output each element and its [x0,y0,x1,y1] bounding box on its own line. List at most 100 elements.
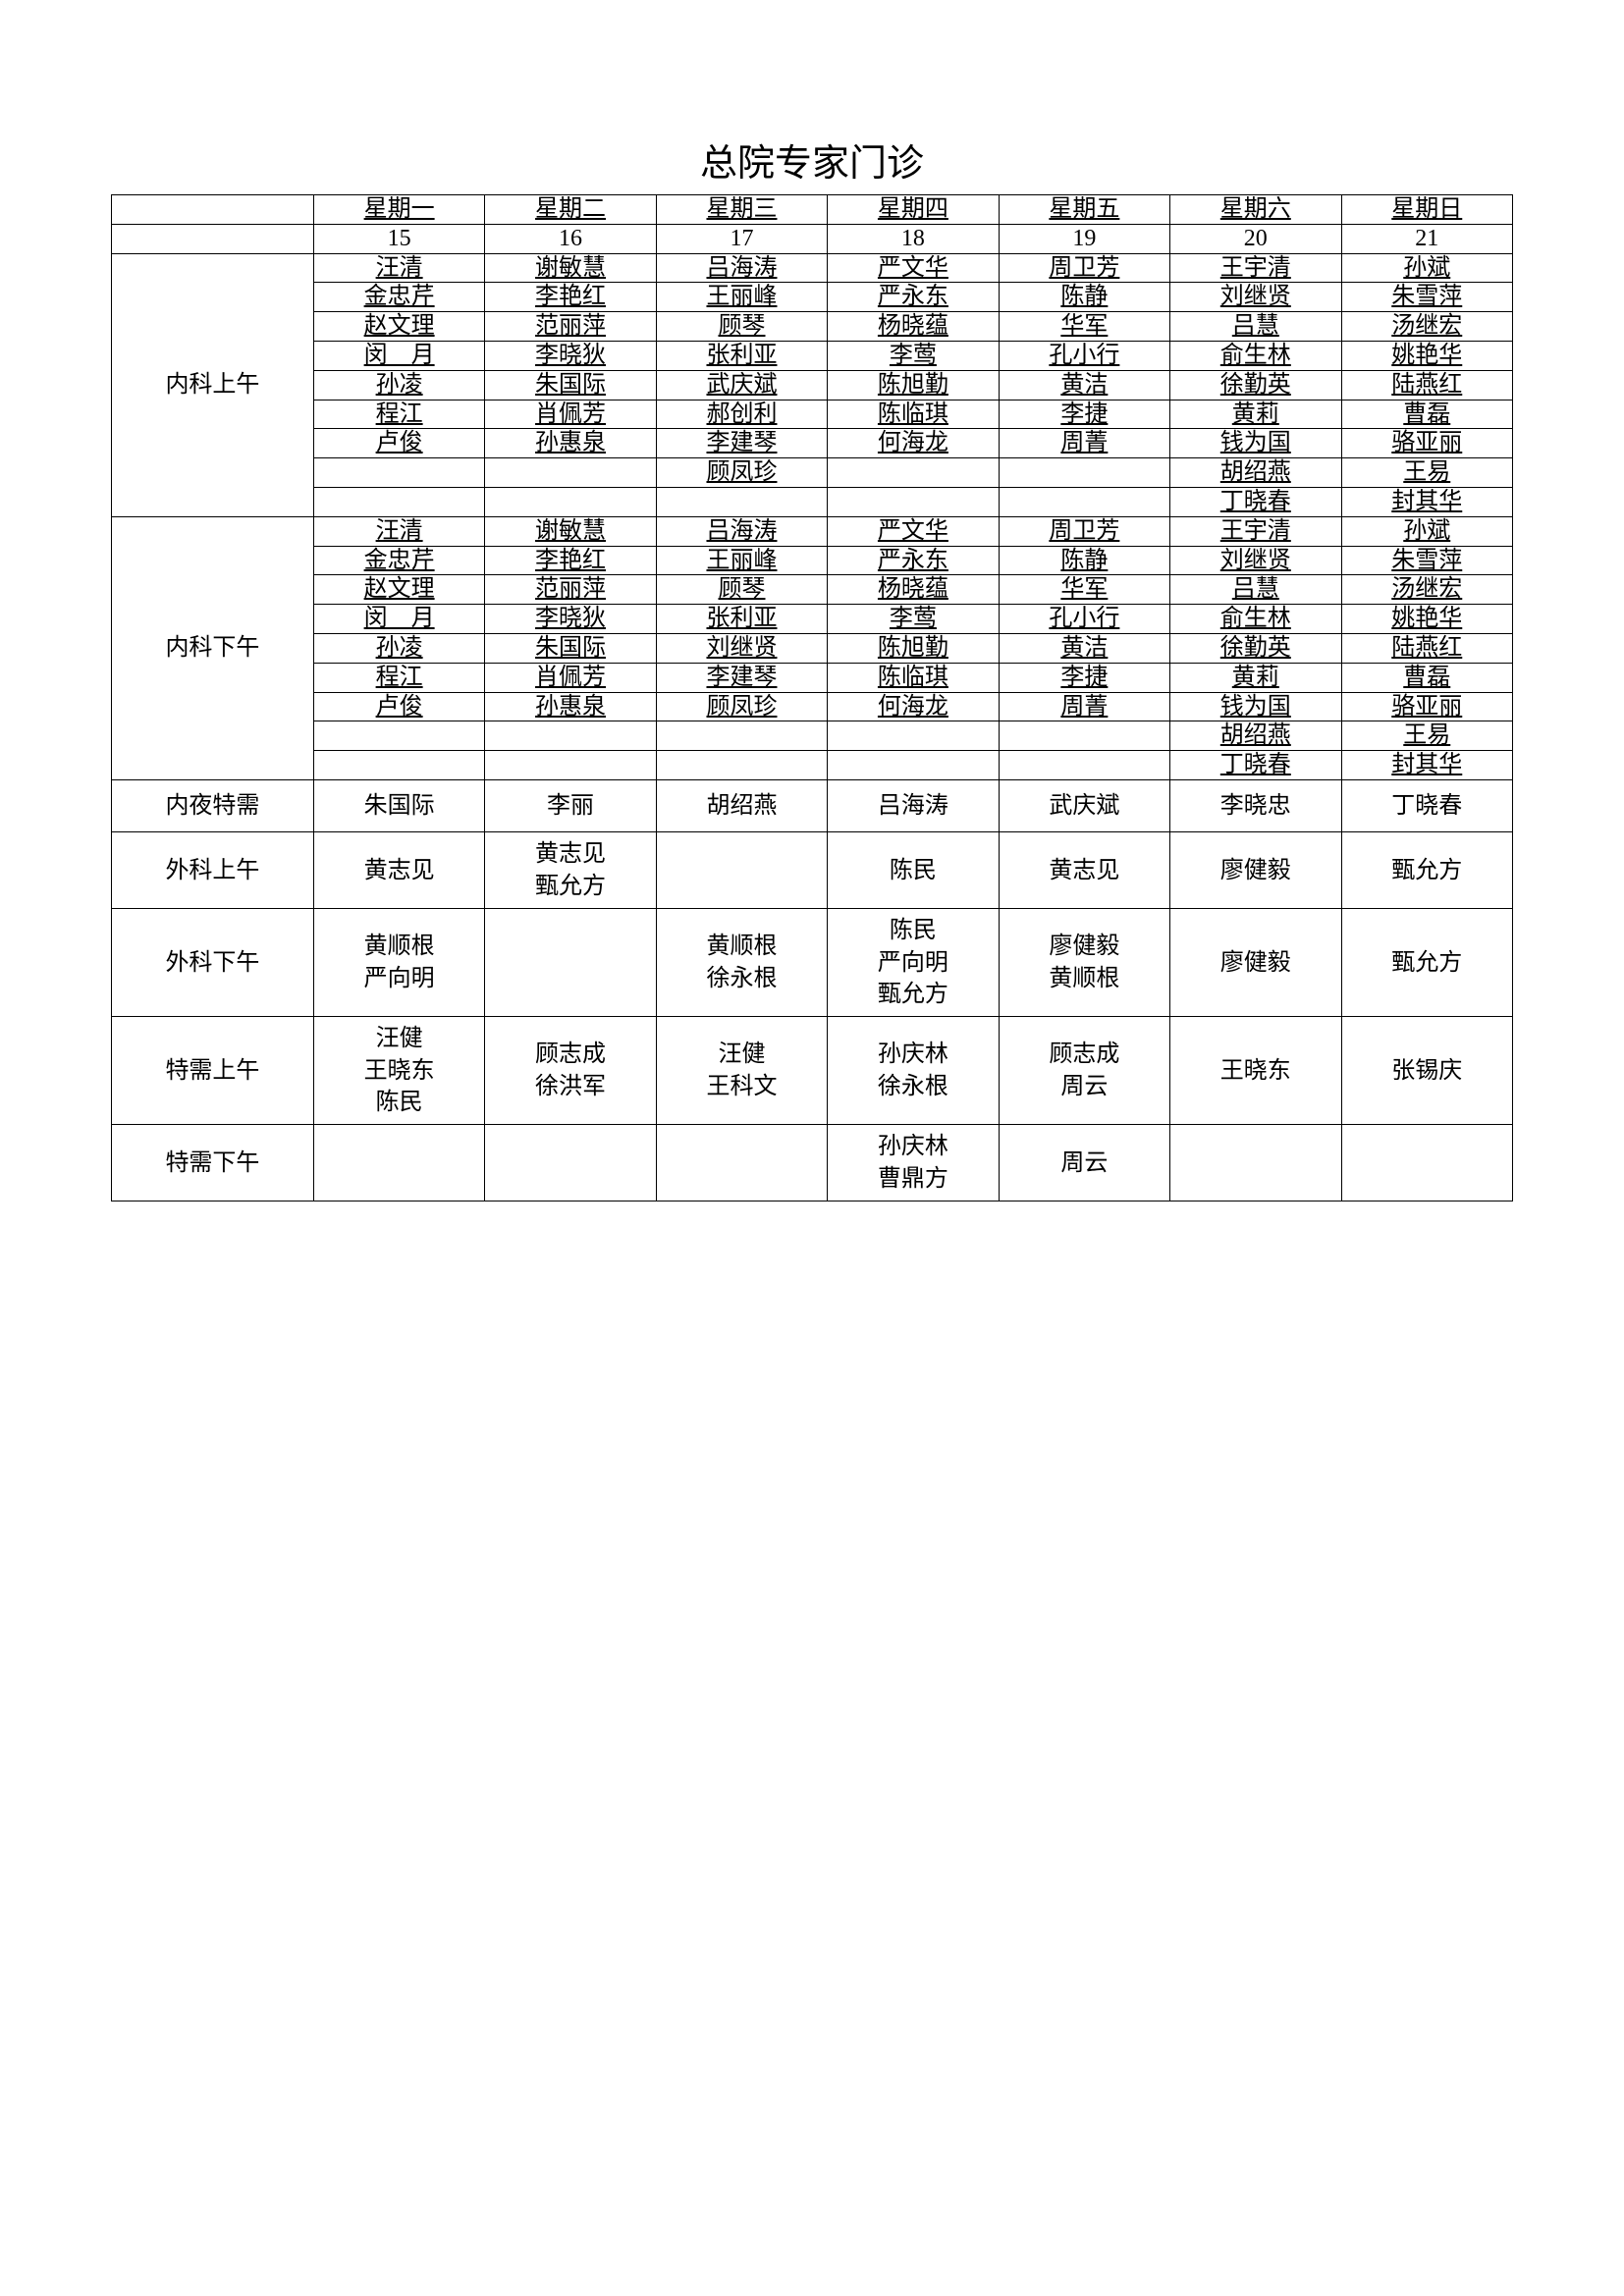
schedule-cell: 陈临琪 [828,663,999,692]
schedule-cell: 陆燕红 [1341,633,1512,663]
schedule-cell [313,751,484,780]
schedule-cell: 朱国际 [313,779,484,831]
schedule-cell: 华军 [999,575,1169,605]
schedule-cell: 汪清 [313,253,484,283]
schedule-cell: 孙凌 [313,370,484,400]
schedule-cell: 黄莉 [1170,663,1341,692]
schedule-cell: 金忠芹 [313,546,484,575]
header-day: 星期日 [1341,195,1512,225]
schedule-cell: 孙庆林曹鼎方 [828,1125,999,1201]
schedule-cell: 李艳红 [485,546,656,575]
schedule-cell: 顾琴 [656,575,827,605]
schedule-cell: 孙惠泉 [485,429,656,458]
schedule-cell: 顾志成周云 [999,1017,1169,1125]
schedule-cell: 范丽萍 [485,575,656,605]
schedule-cell: 杨晓蕴 [828,575,999,605]
schedule-cell: 吕海涛 [656,516,827,546]
schedule-cell [313,721,484,751]
schedule-cell: 王宇清 [1170,516,1341,546]
schedule-cell: 黄顺根徐永根 [656,909,827,1017]
schedule-cell: 李晓忠 [1170,779,1341,831]
schedule-cell: 俞生林 [1170,341,1341,370]
schedule-cell: 甄允方 [1341,909,1512,1017]
schedule-cell: 封其华 [1341,487,1512,516]
schedule-cell: 李捷 [999,400,1169,429]
schedule-cell [999,458,1169,488]
schedule-cell: 卢俊 [313,429,484,458]
schedule-cell: 顾凤珍 [656,458,827,488]
schedule-cell: 陈静 [999,546,1169,575]
schedule-cell [1341,1125,1512,1201]
schedule-cell: 曹磊 [1341,400,1512,429]
schedule-cell: 陈临琪 [828,400,999,429]
schedule-cell: 李晓狄 [485,605,656,634]
header-num: 15 [313,224,484,253]
schedule-cell: 谢敏慧 [485,516,656,546]
schedule-cell: 周云 [999,1125,1169,1201]
schedule-cell: 孔小行 [999,605,1169,634]
schedule-cell: 徐勤英 [1170,633,1341,663]
header-num: 18 [828,224,999,253]
schedule-cell [485,721,656,751]
schedule-cell: 黄志见 [313,832,484,909]
schedule-cell: 李丽 [485,779,656,831]
schedule-cell: 王丽峰 [656,546,827,575]
header-blank [112,224,314,253]
schedule-cell: 严文华 [828,253,999,283]
schedule-cell: 周菁 [999,429,1169,458]
header-day: 星期三 [656,195,827,225]
schedule-cell [656,1125,827,1201]
schedule-cell: 李晓狄 [485,341,656,370]
schedule-cell: 陈民 [828,832,999,909]
schedule-cell: 丁晓春 [1170,487,1341,516]
schedule-cell [485,909,656,1017]
schedule-cell: 曹磊 [1341,663,1512,692]
schedule-cell [656,721,827,751]
schedule-cell [485,458,656,488]
schedule-cell: 甄允方 [1341,832,1512,909]
schedule-cell: 吕海涛 [656,253,827,283]
schedule-cell: 王晓东 [1170,1017,1341,1125]
schedule-cell [313,458,484,488]
schedule-cell: 廖健毅 [1170,909,1341,1017]
schedule-cell: 黄志见 [999,832,1169,909]
schedule-cell: 李莺 [828,341,999,370]
schedule-cell: 王宇清 [1170,253,1341,283]
schedule-cell: 骆亚丽 [1341,692,1512,721]
schedule-cell: 姚艳华 [1341,341,1512,370]
schedule-cell [313,1125,484,1201]
schedule-cell: 朱国际 [485,633,656,663]
schedule-cell: 吕慧 [1170,312,1341,342]
schedule-cell: 李建琴 [656,429,827,458]
header-day: 星期四 [828,195,999,225]
schedule-cell: 赵文理 [313,575,484,605]
schedule-cell: 黄洁 [999,370,1169,400]
schedule-cell: 徐勤英 [1170,370,1341,400]
schedule-cell [485,487,656,516]
schedule-cell: 张利亚 [656,605,827,634]
schedule-cell: 严永东 [828,283,999,312]
schedule-cell: 郝创利 [656,400,827,429]
header-num: 17 [656,224,827,253]
schedule-cell [656,751,827,780]
schedule-cell: 吕慧 [1170,575,1341,605]
schedule-cell: 陈旭勤 [828,633,999,663]
schedule-cell: 顾志成徐洪军 [485,1017,656,1125]
section-label: 内科上午 [112,253,314,516]
schedule-cell: 丁晓春 [1170,751,1341,780]
schedule-cell: 封其华 [1341,751,1512,780]
schedule-cell: 刘继贤 [1170,546,1341,575]
schedule-cell: 孙惠泉 [485,692,656,721]
schedule-cell: 武庆斌 [999,779,1169,831]
schedule-cell: 汪清 [313,516,484,546]
schedule-cell: 孙庆林徐永根 [828,1017,999,1125]
schedule-cell: 李莺 [828,605,999,634]
schedule-cell [485,751,656,780]
schedule-table: 星期一星期二星期三星期四星期五星期六星期日15161718192021内科上午汪… [111,194,1513,1201]
schedule-cell: 廖健毅黄顺根 [999,909,1169,1017]
schedule-cell: 范丽萍 [485,312,656,342]
schedule-cell: 王易 [1341,458,1512,488]
header-num: 19 [999,224,1169,253]
schedule-cell: 姚艳华 [1341,605,1512,634]
section-label: 内科下午 [112,516,314,779]
